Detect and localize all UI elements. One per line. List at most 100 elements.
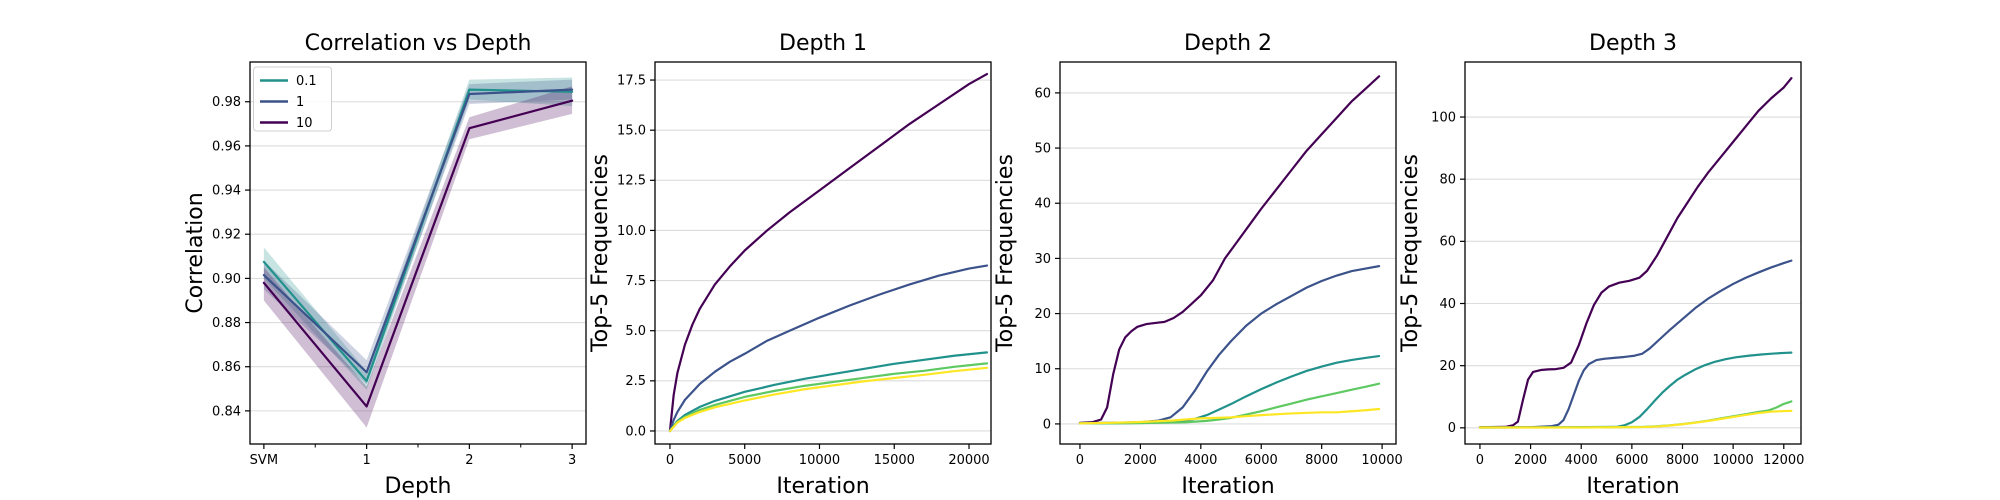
axis-ticks: 0.84 0.86 0.88 0.90 0.92 0.94 0.96 0.98 SVM 1 2 3 [212, 95, 576, 468]
y-tick-label: 0.94 [212, 183, 241, 198]
y-tick-label: 20 [1439, 359, 1456, 374]
x-tick-label: 0 [1076, 453, 1084, 468]
x-tick-label: 0 [1476, 453, 1484, 468]
series-lines [1478, 77, 1793, 429]
legend-label: 0.1 [296, 74, 317, 89]
y-tick-label: 20 [1034, 307, 1051, 322]
y-tick-label: 17.5 [617, 73, 646, 88]
plot-box [654, 61, 992, 445]
subplot-depth-2: 0 10 20 30 40 50 60 0 2000 4000 6000 8000 10000 Depth… [980, 0, 1410, 500]
x-tick-label: SVM [250, 453, 278, 468]
x-tick-label: 2000 [1514, 453, 1547, 468]
y-tick-label: 40 [1034, 197, 1051, 212]
y-gridlines [655, 79, 991, 432]
axis-ticks: 0 20 40 60 80 100 0 2000 4000 6000 8000 10000 12000 [1431, 110, 1804, 468]
y-tick-label: 2.5 [625, 374, 646, 389]
y-tick-label: 5.0 [625, 324, 646, 339]
legend-box [253, 66, 332, 132]
x-tick-label: 1 [362, 453, 370, 468]
x-tick-label: 4000 [1565, 453, 1598, 468]
plot-box [1464, 61, 1802, 445]
y-tick-label: 0.84 [212, 404, 241, 419]
y-gridlines [1060, 92, 1396, 425]
y-tick-label: 60 [1034, 86, 1051, 101]
y-tick-label: 15.0 [617, 124, 646, 139]
y-tick-label: 10.0 [617, 224, 646, 239]
y-tick-label: 0 [1448, 421, 1456, 436]
series-lines [1078, 75, 1381, 425]
series-line-blue [1478, 259, 1793, 429]
axis-ticks: 0 10 20 30 40 50 60 0 2000 4000 6000 8000 10000 [1034, 86, 1402, 468]
x-axis-label: Iteration [1586, 474, 1679, 499]
y-tick-label: 10 [1034, 362, 1051, 377]
series-lines [668, 72, 989, 433]
x-tick-label: 6000 [1245, 453, 1278, 468]
series-line-1 [262, 88, 574, 374]
x-tick-label: 15000 [874, 453, 915, 468]
x-tick-label: 10000 [1361, 453, 1402, 468]
series-line-purple [668, 72, 989, 433]
y-tick-label: 0.0 [625, 424, 646, 439]
chart-title: Correlation vs Depth [305, 31, 532, 56]
series-line-teal [1478, 351, 1793, 429]
series-line-yellow [668, 366, 989, 433]
y-tick-label: 12.5 [617, 174, 646, 189]
x-axis-label: Iteration [776, 474, 869, 499]
y-tick-label: 0 [1043, 417, 1051, 432]
series-line-purple [1478, 77, 1793, 429]
y-tick-label: 60 [1439, 235, 1456, 250]
series-line-blue [1078, 265, 1381, 425]
series-line-yellow [1078, 407, 1381, 425]
series-line-yellow [1478, 409, 1793, 429]
x-tick-label: 2000 [1124, 453, 1157, 468]
chart-title: Depth 2 [1184, 31, 1272, 56]
axis-ticks: 0.0 2.5 5.0 7.5 10.0 12.5 15.0 17.5 0 5000 10000 15… [617, 73, 990, 468]
chart-title: Depth 1 [779, 31, 867, 56]
y-tick-label: 0.88 [212, 316, 241, 331]
y-tick-label: 0.90 [212, 272, 241, 287]
x-tick-label: 0 [666, 453, 674, 468]
series-line-blue [668, 264, 989, 433]
series-line-teal [668, 351, 989, 433]
x-tick-label: 8000 [1305, 453, 1338, 468]
x-tick-label: 12000 [1763, 453, 1804, 468]
x-tick-label: 8000 [1666, 453, 1699, 468]
y-axis-label: Correlation [183, 192, 208, 313]
legend-label: 10 [296, 116, 313, 131]
y-tick-label: 50 [1034, 141, 1051, 156]
series-line-10 [262, 99, 574, 408]
x-tick-label: 6000 [1615, 453, 1648, 468]
y-tick-label: 0.86 [212, 360, 241, 375]
y-axis-label: Top-5 Frequencies [1398, 154, 1423, 353]
chart-canvas: 0.0 2.5 5.0 7.5 10.0 12.5 15.0 17.5 0 5000 10000 15… [588, 31, 992, 499]
x-tick-label: 10000 [799, 453, 840, 468]
y-tick-label: 80 [1439, 173, 1456, 188]
series-lines [262, 88, 574, 408]
x-tick-label: 4000 [1184, 453, 1217, 468]
y-tick-label: 0.92 [212, 228, 241, 243]
x-tick-label: 5000 [728, 453, 761, 468]
x-tick-label: 2 [465, 453, 473, 468]
series-line-green [1078, 382, 1381, 425]
y-tick-label: 0.98 [212, 95, 241, 110]
chart-canvas: 0 20 40 60 80 100 0 2000 4000 6000 8000 10000 12000 D… [1398, 31, 1804, 499]
legend: 0.1 1 10 [253, 66, 332, 132]
y-gridlines [1465, 116, 1801, 429]
y-tick-label: 40 [1439, 297, 1456, 312]
y-axis-label: Top-5 Frequencies [588, 154, 613, 353]
y-tick-label: 100 [1431, 110, 1456, 125]
x-axis-label: Iteration [1181, 474, 1274, 499]
legend-label: 1 [296, 95, 304, 110]
y-tick-label: 0.96 [212, 139, 241, 154]
x-tick-label: 3 [568, 453, 576, 468]
y-tick-label: 7.5 [625, 274, 646, 289]
x-axis-label: Depth [384, 474, 451, 499]
band-10 [263, 86, 573, 428]
chart-canvas: 0.84 0.86 0.88 0.90 0.92 0.94 0.96 0.98 SVM 1 2 3 Co… [183, 31, 587, 499]
chart-title: Depth 3 [1589, 31, 1677, 56]
series-line-purple [1078, 75, 1381, 424]
x-tick-label: 10000 [1712, 453, 1753, 468]
plot-box [1059, 61, 1397, 445]
chart-canvas: 0 10 20 30 40 50 60 0 2000 4000 6000 8000 10000 Depth… [993, 31, 1403, 499]
